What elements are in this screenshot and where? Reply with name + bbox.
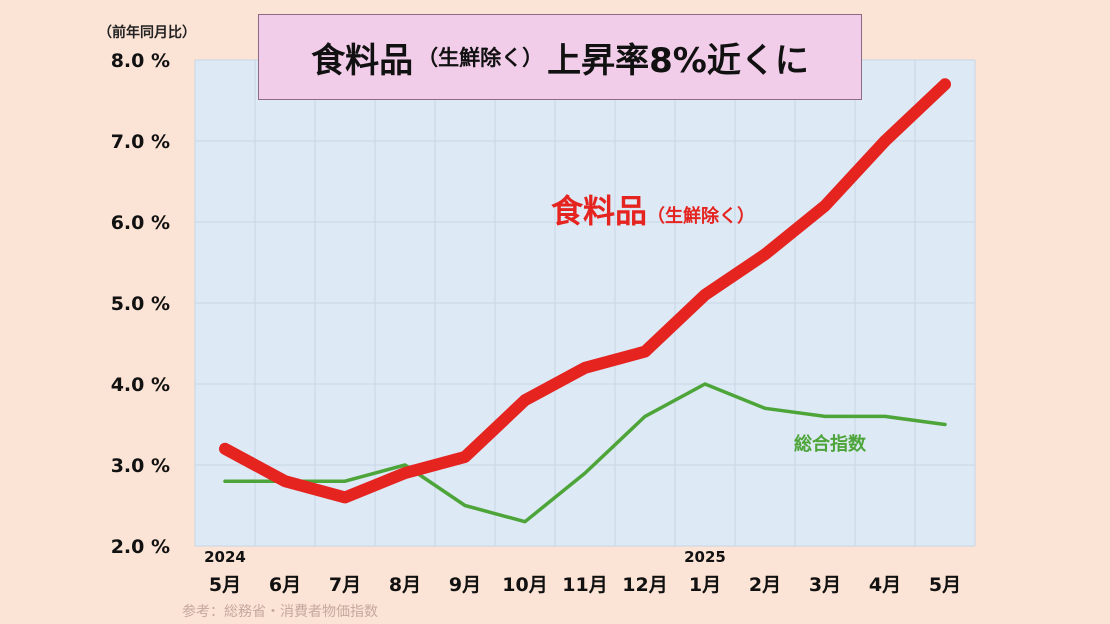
data-point-total xyxy=(823,415,827,418)
data-point-total xyxy=(583,471,587,475)
x-tick-label: 11月 xyxy=(562,574,607,596)
data-point-food xyxy=(883,139,887,143)
x-tick-label: 12月 xyxy=(622,574,667,596)
y-tick-label: 8.0 % xyxy=(111,50,170,72)
data-point-food xyxy=(523,398,527,403)
data-point-food xyxy=(943,82,947,87)
x-tick-label: 3月 xyxy=(809,574,841,596)
data-point-total xyxy=(223,480,227,483)
chart-title: 食料品 （生鮮除く） 上昇率8%近くに xyxy=(258,14,862,100)
title-paren: （生鮮除く） xyxy=(417,46,544,70)
data-point-total xyxy=(523,520,527,523)
x-tick-label: 5月 xyxy=(209,574,241,596)
data-point-food xyxy=(343,495,347,500)
data-point-food xyxy=(283,479,287,484)
year-label: 2024 xyxy=(204,548,246,566)
series-label-total: 総合指数 xyxy=(794,434,866,455)
x-tick-label: 6月 xyxy=(269,574,301,596)
data-point-total xyxy=(643,415,647,418)
series-label-food-paren: （生鮮除く） xyxy=(647,206,756,227)
data-point-total xyxy=(883,415,887,418)
title-main-2: 上昇率8%近くに xyxy=(547,40,809,81)
data-point-total xyxy=(343,480,347,483)
y-tick-label: 2.0 % xyxy=(111,536,170,558)
x-tick-label: 2月 xyxy=(749,574,781,596)
data-point-total xyxy=(463,504,467,507)
series-label-food: 食料品（生鮮除く） xyxy=(551,186,755,232)
year-label: 2025 xyxy=(684,548,726,566)
data-point-total xyxy=(943,423,947,426)
x-tick-label: 10月 xyxy=(502,574,547,596)
x-tick-label: 8月 xyxy=(389,574,421,596)
data-point-food xyxy=(583,365,587,370)
data-point-total xyxy=(403,463,407,467)
y-tick-label: 3.0 % xyxy=(111,455,170,477)
source-note: 参考：総務省・消費者物価指数 xyxy=(182,604,378,620)
data-point-food xyxy=(403,471,407,476)
x-tick-label: 4月 xyxy=(869,574,901,596)
data-point-food xyxy=(463,454,467,459)
title-main-1: 食料品 xyxy=(311,40,414,81)
series-label-food-main: 食料品 xyxy=(551,192,648,230)
data-point-total xyxy=(763,407,767,410)
x-tick-label: 9月 xyxy=(449,574,481,596)
data-point-total xyxy=(703,382,707,386)
y-tick-label: 6.0 % xyxy=(111,212,170,234)
y-axis-unit-label: （前年同月比） xyxy=(98,25,196,41)
x-tick-label: 5月 xyxy=(929,574,961,596)
data-point-food xyxy=(223,446,227,451)
data-point-food xyxy=(643,349,647,354)
data-point-food xyxy=(763,252,767,257)
x-tick-label: 1月 xyxy=(689,574,721,596)
data-point-food xyxy=(703,292,707,297)
y-tick-label: 7.0 % xyxy=(111,131,170,153)
y-tick-label: 5.0 % xyxy=(111,293,170,315)
y-tick-label: 4.0 % xyxy=(111,374,170,396)
data-point-food xyxy=(823,203,827,208)
x-tick-label: 7月 xyxy=(329,574,361,596)
